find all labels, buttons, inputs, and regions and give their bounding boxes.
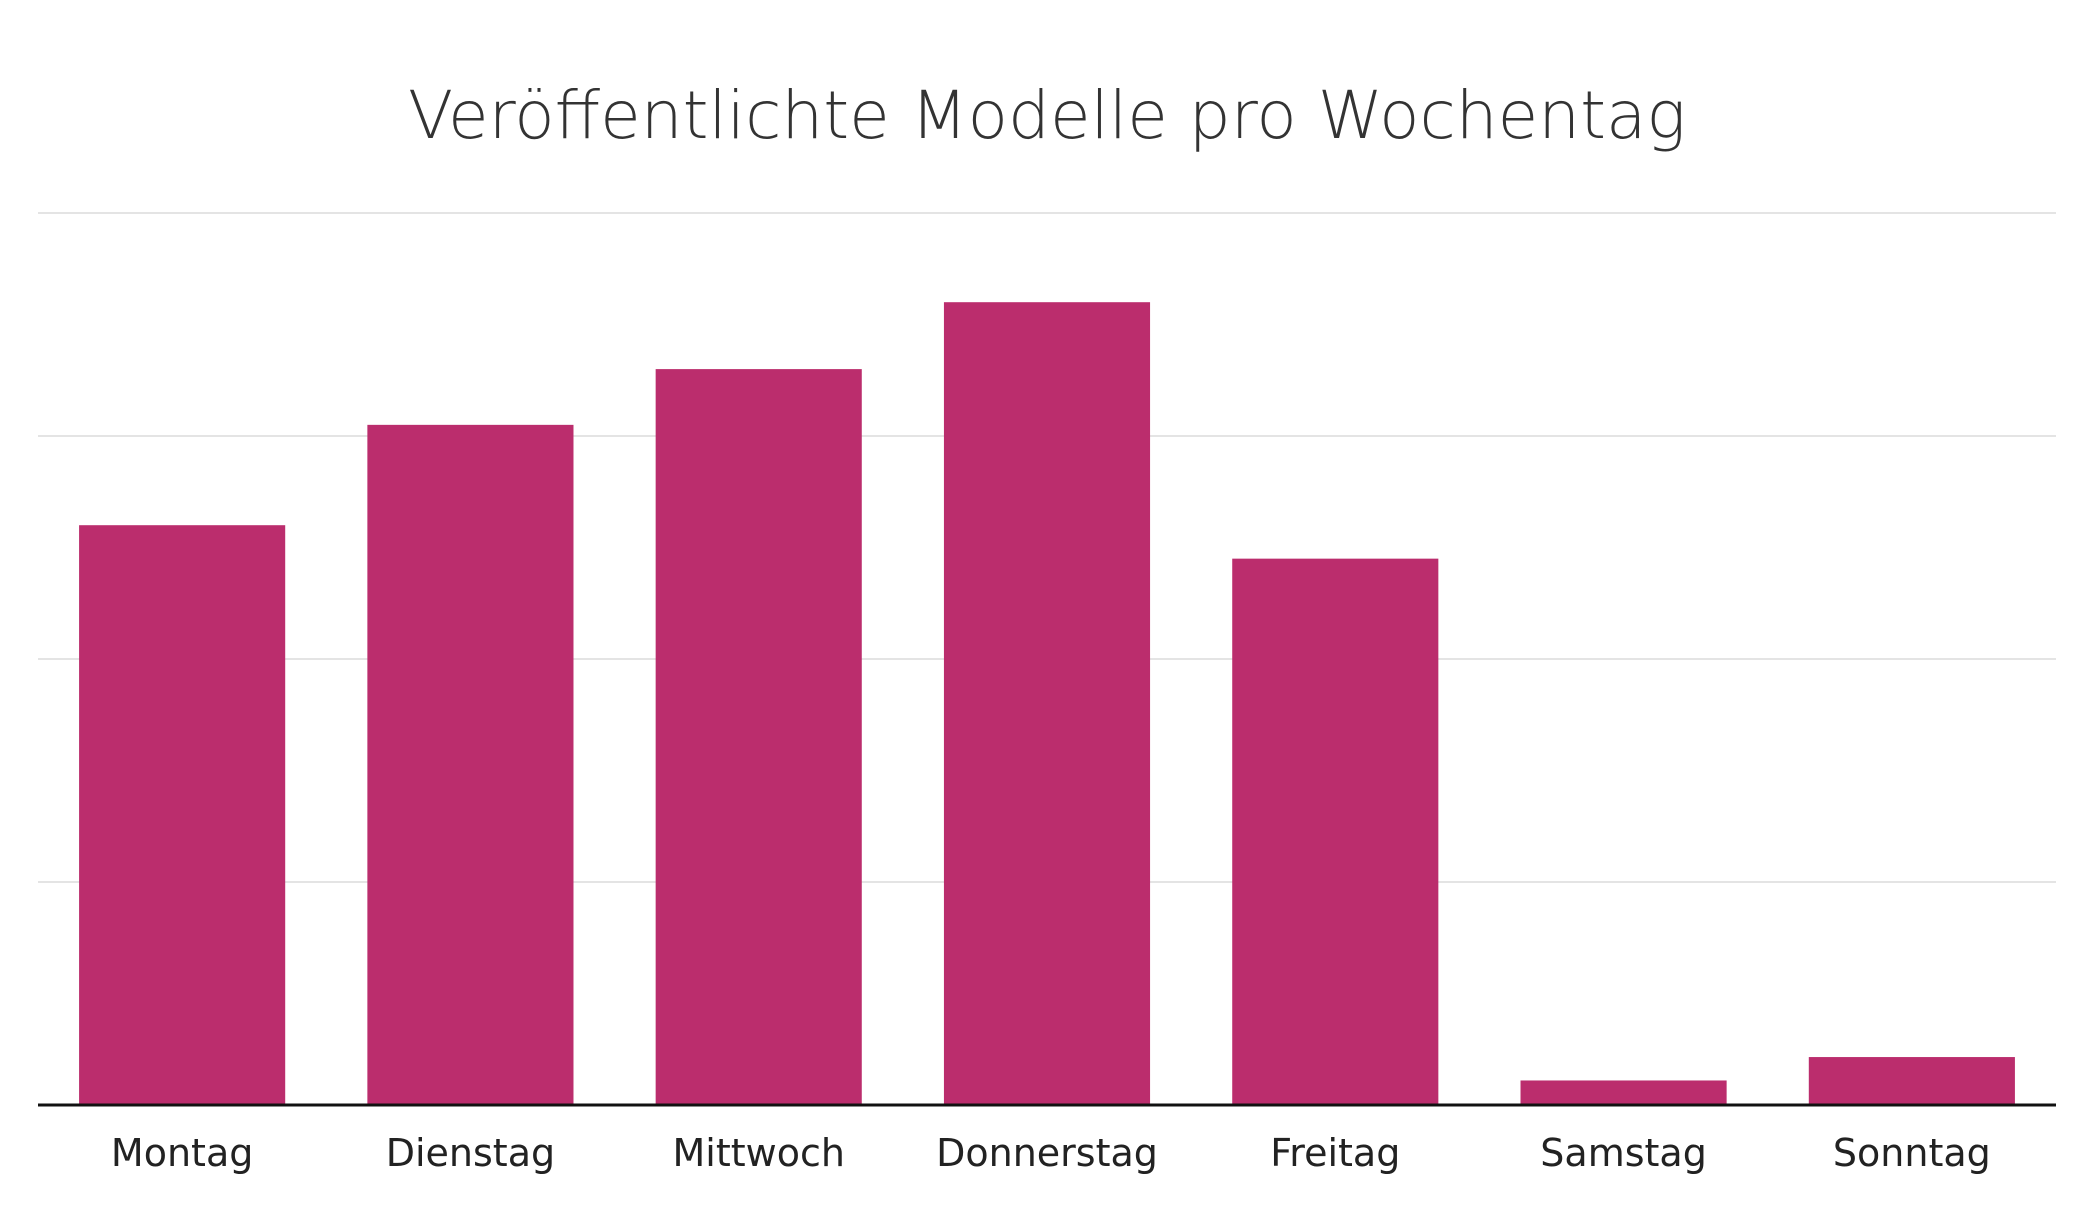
x-tick-label-montag: Montag [111,1131,253,1175]
x-tick-label-samstag: Samstag [1540,1131,1707,1175]
bar-dienstag [367,424,574,1106]
x-tick-label-donnerstag: Donnerstag [936,1131,1158,1175]
bar-donnerstag [943,302,1151,1105]
chart-title: Veröffentlichte Modelle pro Wochentag [408,77,1686,154]
bar-freitag [1232,558,1439,1105]
x-tick-label-freitag: Freitag [1270,1131,1400,1175]
x-tick-label-dienstag: Dienstag [386,1131,555,1175]
bar-montag [79,525,286,1105]
bars [79,302,2015,1106]
bar-mittwoch [655,369,862,1106]
x-tick-labels: Montag Dienstag Mittwoch Donnerstag Freitag S… [111,1131,1991,1175]
bar-sonntag [1808,1057,2015,1105]
x-tick-label-sonntag: Sonntag [1833,1131,1991,1175]
x-tick-label-mittwoch: Mittwoch [672,1131,844,1175]
bar-samstag [1520,1080,1727,1105]
